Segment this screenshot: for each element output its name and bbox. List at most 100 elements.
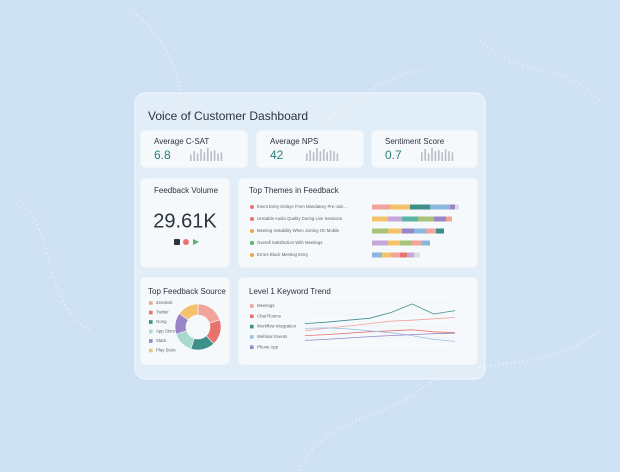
theme-dot	[250, 253, 254, 257]
legend-label: Twitter	[156, 310, 169, 315]
trend-line	[304, 332, 456, 341]
decorative-swirls	[19, 9, 601, 471]
theme-segment	[426, 228, 436, 234]
legend-label: Slack	[156, 338, 167, 343]
theme-label: Overall Satisfaction With Meetings	[257, 240, 322, 245]
theme-segment	[400, 252, 407, 258]
sparkline-bar	[448, 151, 450, 161]
theme-dot	[250, 241, 254, 245]
legend-swatch	[250, 314, 254, 319]
theme-segment	[388, 216, 402, 222]
card-title: Top Feedback Source	[148, 287, 226, 296]
theme-segment	[414, 228, 426, 234]
card-title: Level 1 Keyword Trend	[249, 287, 331, 296]
sparkline-bar	[424, 149, 426, 161]
theme-label: Event Entry Delays From Mandatory Pre-Jo…	[257, 204, 347, 209]
theme-segment	[388, 228, 402, 234]
sparkline-bar	[431, 148, 433, 161]
kpi-value: 0.7	[385, 148, 402, 162]
legend-swatch	[250, 304, 254, 308]
theme-label: Errors Block Meeting Entry	[257, 252, 309, 257]
theme-segment	[436, 228, 444, 234]
theme-segment	[434, 216, 446, 222]
legend-swatch	[250, 345, 254, 349]
legend-label: Chat Rooms	[257, 313, 281, 318]
theme-segment	[400, 240, 412, 246]
theme-segment	[372, 252, 382, 258]
legend-label: Zendesk	[156, 300, 173, 305]
sparkline-bar	[196, 153, 199, 161]
volume-card	[139, 177, 231, 269]
theme-segment	[402, 228, 414, 234]
kpi-label: Sentiment Score	[385, 137, 445, 146]
kpi-label: Average NPS	[270, 137, 318, 146]
legend-label: Phone App	[257, 344, 279, 349]
sparkline-bar	[441, 152, 443, 161]
trend-line	[304, 327, 456, 342]
trend-grid	[305, 301, 455, 351]
theme-segment	[410, 204, 430, 210]
theme-segment	[382, 252, 391, 258]
trend-line	[304, 329, 456, 336]
sparkline-bar	[438, 150, 440, 161]
source-icons	[174, 239, 199, 245]
sparkline-bar	[207, 148, 209, 161]
sparkline-bar	[213, 150, 216, 161]
sparkline-bar	[336, 153, 339, 161]
sparkline-bar	[316, 148, 318, 161]
theme-label: Unstable Audio Quality During Live Sessi…	[257, 216, 342, 221]
sparkline-bar	[427, 153, 430, 161]
sparkline-bar	[444, 149, 447, 161]
trend-line	[304, 303, 456, 324]
theme-segment	[390, 204, 410, 210]
theme-dot	[250, 205, 254, 209]
theme-segment	[372, 228, 388, 234]
kpi-label: Average C-SAT	[154, 137, 209, 146]
legend-label: Workflow Integration	[257, 324, 297, 329]
theme-segment	[407, 252, 414, 258]
sparkline-bar	[309, 150, 311, 161]
sparkline-bar	[319, 151, 322, 161]
sparkline-bar	[326, 152, 328, 161]
legend-label: Play Store	[156, 348, 176, 353]
sparkline-bar	[190, 154, 192, 161]
legend-swatch	[149, 348, 153, 353]
sparkline-bar	[333, 151, 335, 161]
legend-label: Gong	[156, 319, 167, 324]
sparkline-bar	[329, 150, 332, 161]
trend-card	[237, 276, 479, 366]
sparkline-bar	[421, 152, 423, 161]
kpi-value: 6.8	[154, 148, 171, 162]
sparkline-bar	[203, 152, 206, 161]
kpi-card	[370, 129, 479, 169]
card-title: Top Themes in Feedback	[249, 186, 340, 195]
theme-segment	[422, 240, 430, 246]
theme-segment	[372, 216, 388, 222]
theme-segment	[391, 252, 400, 258]
legend-swatch	[149, 329, 153, 334]
sparkline-bar	[312, 152, 315, 161]
sparkline-bar	[306, 153, 308, 161]
theme-segment	[414, 252, 420, 258]
dashboard-title: Voice of Customer Dashboard	[148, 109, 308, 123]
legend-swatch	[149, 301, 153, 305]
theme-segment	[430, 204, 450, 210]
theme-dot	[250, 217, 254, 221]
sparkline-bar	[200, 149, 202, 161]
legend-swatch	[149, 310, 153, 315]
theme-segment	[450, 204, 455, 210]
theme-segment	[455, 204, 459, 210]
theme-segment	[372, 240, 388, 246]
sparkline-bar	[217, 153, 219, 161]
legend-label: Webinar Events	[257, 334, 287, 339]
card-title: Feedback Volume	[154, 186, 219, 195]
sparkline-bar	[193, 151, 195, 161]
theme-segment	[372, 204, 390, 210]
volume-value: 29.61K	[153, 210, 217, 232]
theme-segment	[388, 240, 400, 246]
theme-label: Meeting Instability When Joining On Mobi…	[257, 228, 340, 233]
sparkline-bar	[434, 151, 437, 161]
legend-swatch	[149, 320, 153, 324]
donut-slice	[178, 303, 199, 321]
